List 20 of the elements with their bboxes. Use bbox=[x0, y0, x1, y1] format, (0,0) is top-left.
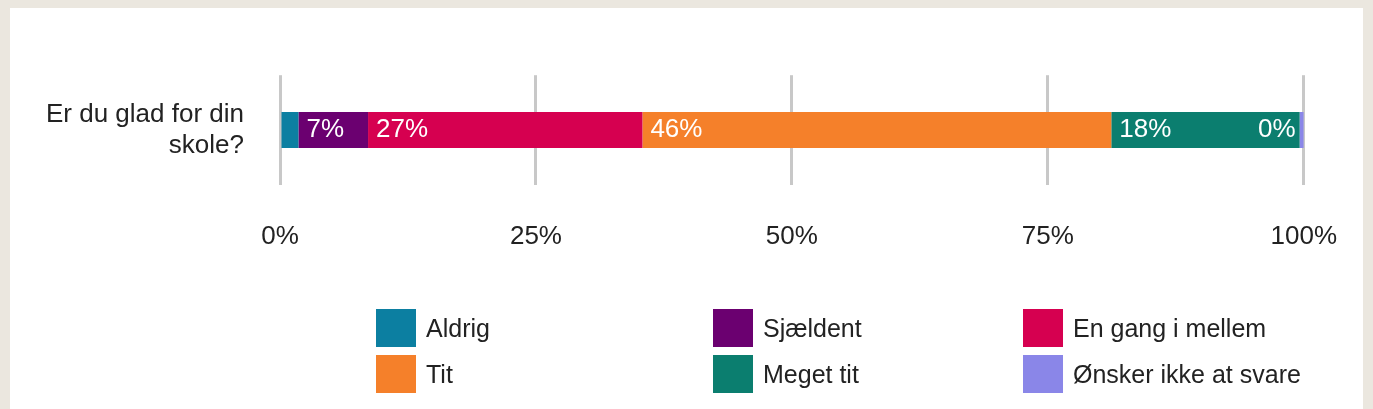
bar bbox=[642, 111, 1112, 149]
data-label: 7% bbox=[306, 113, 345, 144]
x-tick-label: 0% bbox=[261, 219, 299, 250]
x-tick-label: 100% bbox=[1270, 219, 1337, 250]
legend-label: Meget tit bbox=[763, 359, 859, 389]
legend-label: Sjældent bbox=[763, 313, 862, 343]
x-tick-label: 50% bbox=[765, 219, 818, 250]
x-tick-label: 75% bbox=[1021, 219, 1074, 250]
data-label: 18% bbox=[1119, 113, 1172, 144]
data-label: 0% bbox=[1258, 113, 1296, 144]
legend-label: Ønsker ikke at svare bbox=[1073, 359, 1301, 389]
bar bbox=[281, 111, 299, 149]
y-tick-label: Er du glad for din skole? bbox=[45, 97, 245, 159]
data-label: 27% bbox=[376, 113, 429, 144]
legend-label: En gang i mellem bbox=[1073, 313, 1267, 343]
data-label: 46% bbox=[650, 113, 703, 144]
bar bbox=[368, 111, 643, 149]
x-tick-label: 25% bbox=[509, 219, 562, 250]
legend-label: Tit bbox=[426, 359, 453, 389]
legend-label: Aldrig bbox=[426, 313, 490, 343]
